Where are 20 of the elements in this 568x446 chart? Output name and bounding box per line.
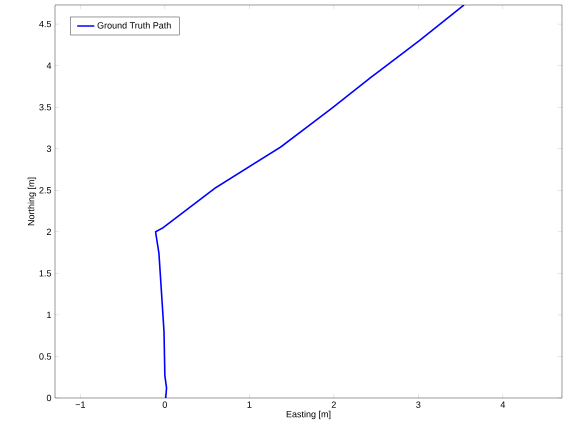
line-series xyxy=(154,4,465,398)
y-axis-title: Northing [m] xyxy=(28,178,36,226)
x-tick-label: 0 xyxy=(162,402,168,408)
x-tick-label: 1 xyxy=(248,402,252,408)
y-tick-label: 2.5 xyxy=(39,187,52,194)
y-tick-label: 0.5 xyxy=(39,353,52,360)
y-tick-label: 1 xyxy=(47,312,52,318)
x-tick-label: 2 xyxy=(332,402,336,408)
y-tick-label: 3.5 xyxy=(39,104,52,110)
y-tick-label: 2 xyxy=(46,228,52,235)
x-axis-title: Easting [m] xyxy=(286,410,330,420)
x-tick-label: −1 xyxy=(76,402,86,408)
y-tick-label: 3 xyxy=(46,146,52,152)
x-tick-label: 3 xyxy=(416,402,420,408)
y-tick-label: 4.5 xyxy=(39,20,52,28)
y-tick-label: 0 xyxy=(46,394,52,402)
x-tick-label: 4 xyxy=(500,402,506,408)
y-tick-label: 4 xyxy=(46,62,52,69)
legend-label: Ground Truth Path xyxy=(98,22,171,29)
y-tick-label: 1.5 xyxy=(40,270,52,277)
